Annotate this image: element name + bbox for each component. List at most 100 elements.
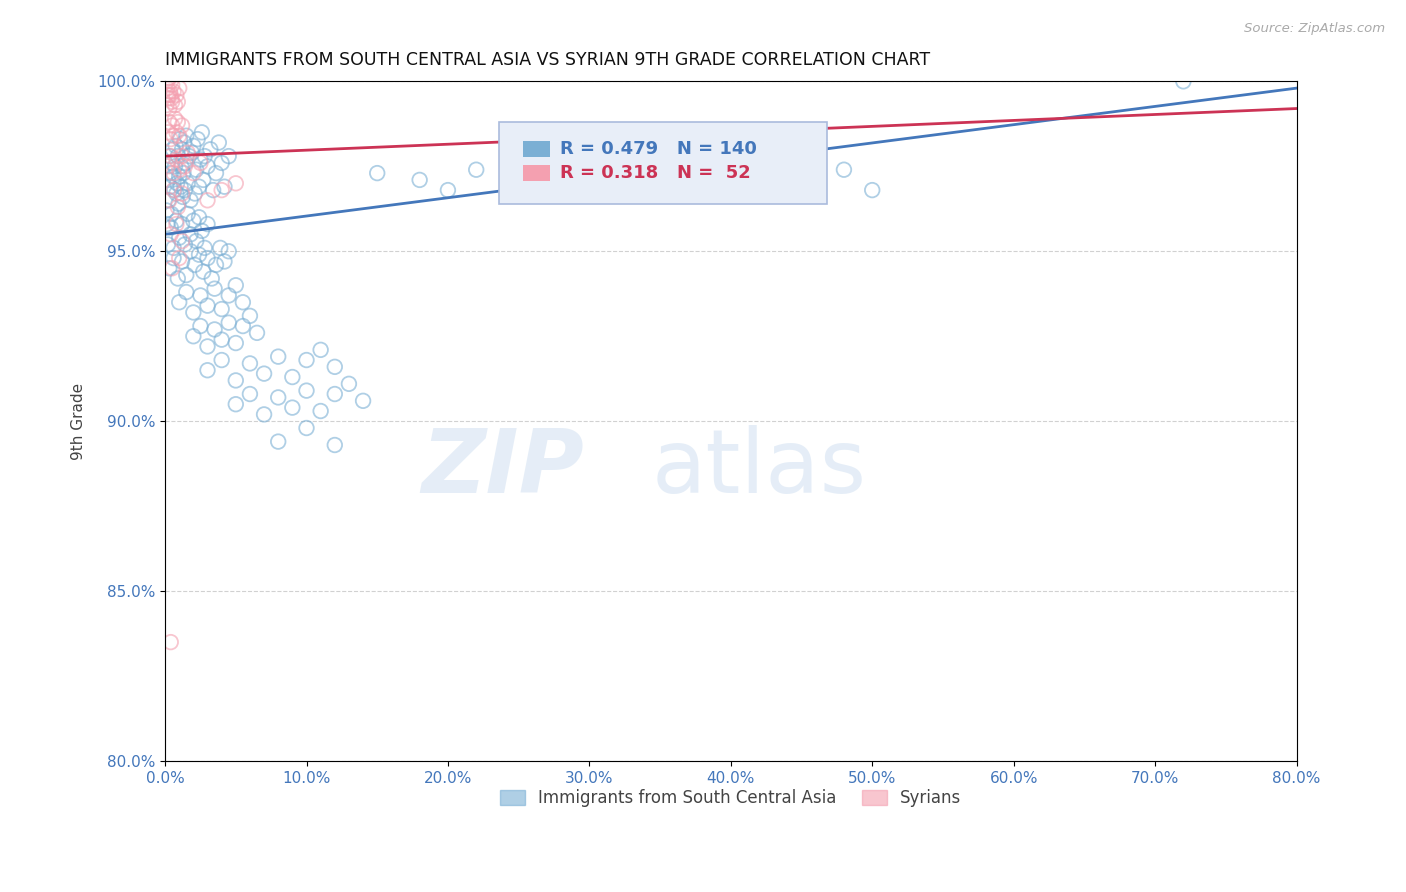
Point — [162, 241, 184, 255]
Point — [180, 244, 202, 259]
Point — [295, 384, 318, 398]
Text: IMMIGRANTS FROM SOUTH CENTRAL ASIA VS SYRIAN 9TH GRADE CORRELATION CHART: IMMIGRANTS FROM SOUTH CENTRAL ASIA VS SY… — [165, 51, 931, 69]
Point — [186, 162, 208, 177]
Text: ZIP: ZIP — [420, 425, 583, 512]
Point — [174, 128, 197, 143]
Point — [165, 186, 187, 201]
Point — [208, 136, 231, 150]
Point — [162, 85, 184, 99]
Point — [165, 125, 187, 139]
Point — [1173, 74, 1195, 88]
Point — [183, 329, 205, 343]
Point — [197, 363, 219, 377]
Point — [508, 177, 530, 191]
Point — [200, 142, 222, 156]
Point — [197, 217, 219, 231]
Point — [193, 265, 215, 279]
Point — [197, 339, 219, 353]
Point — [188, 248, 211, 262]
Point — [218, 316, 240, 330]
Point — [177, 145, 200, 160]
Point — [174, 268, 197, 282]
Point — [157, 194, 180, 208]
Point — [408, 173, 430, 187]
Point — [156, 81, 179, 95]
Point — [167, 295, 190, 310]
Point — [169, 179, 191, 194]
Point — [174, 285, 197, 299]
Point — [163, 159, 186, 173]
Legend: Immigrants from South Central Asia, Syrians: Immigrants from South Central Asia, Syri… — [494, 782, 969, 814]
Point — [170, 119, 193, 133]
Point — [648, 177, 671, 191]
Point — [186, 234, 208, 248]
Point — [170, 142, 193, 156]
Point — [465, 162, 488, 177]
Point — [157, 70, 180, 85]
Point — [165, 87, 187, 102]
Point — [211, 353, 233, 368]
Point — [177, 177, 200, 191]
Point — [160, 91, 183, 105]
Point — [190, 156, 212, 170]
Point — [193, 173, 215, 187]
Point — [159, 227, 181, 242]
Point — [218, 149, 240, 163]
Point — [211, 333, 233, 347]
Point — [225, 177, 247, 191]
Point — [159, 220, 181, 235]
Point — [173, 159, 195, 173]
Point — [295, 421, 318, 435]
Point — [191, 224, 214, 238]
Point — [159, 179, 181, 194]
Point — [225, 278, 247, 293]
Point — [253, 367, 276, 381]
Point — [184, 258, 207, 272]
Point — [309, 404, 332, 418]
Point — [218, 244, 240, 259]
Text: R = 0.318   N =  52: R = 0.318 N = 52 — [560, 164, 751, 182]
Point — [194, 241, 217, 255]
Point — [197, 251, 219, 265]
Point — [239, 387, 262, 401]
Point — [160, 207, 183, 221]
Point — [166, 115, 188, 129]
Point — [225, 397, 247, 411]
Point — [225, 336, 247, 351]
Point — [157, 194, 180, 208]
Point — [166, 271, 188, 285]
Point — [832, 162, 855, 177]
Point — [159, 85, 181, 99]
Point — [162, 183, 184, 197]
Point — [337, 376, 360, 391]
Point — [197, 194, 219, 208]
Point — [211, 183, 233, 197]
Point — [180, 227, 202, 242]
Point — [162, 169, 184, 184]
Point — [167, 81, 190, 95]
Point — [170, 186, 193, 201]
Point — [166, 200, 188, 214]
Point — [202, 183, 225, 197]
Point — [170, 254, 193, 268]
Point — [179, 149, 201, 163]
Point — [267, 391, 290, 405]
Point — [156, 217, 179, 231]
Point — [157, 115, 180, 129]
Point — [205, 166, 228, 180]
Point — [165, 139, 187, 153]
Point — [184, 186, 207, 201]
Point — [166, 149, 188, 163]
Point — [167, 162, 190, 177]
Point — [323, 438, 346, 452]
Point — [156, 68, 179, 82]
Point — [366, 166, 388, 180]
Point — [156, 125, 179, 139]
Point — [163, 98, 186, 112]
Point — [204, 322, 226, 336]
Point — [232, 319, 254, 334]
Point — [180, 194, 202, 208]
Point — [160, 156, 183, 170]
Point — [211, 301, 233, 316]
Point — [157, 102, 180, 116]
